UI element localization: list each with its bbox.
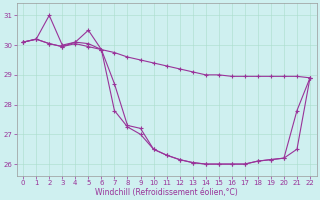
X-axis label: Windchill (Refroidissement éolien,°C): Windchill (Refroidissement éolien,°C) — [95, 188, 238, 197]
